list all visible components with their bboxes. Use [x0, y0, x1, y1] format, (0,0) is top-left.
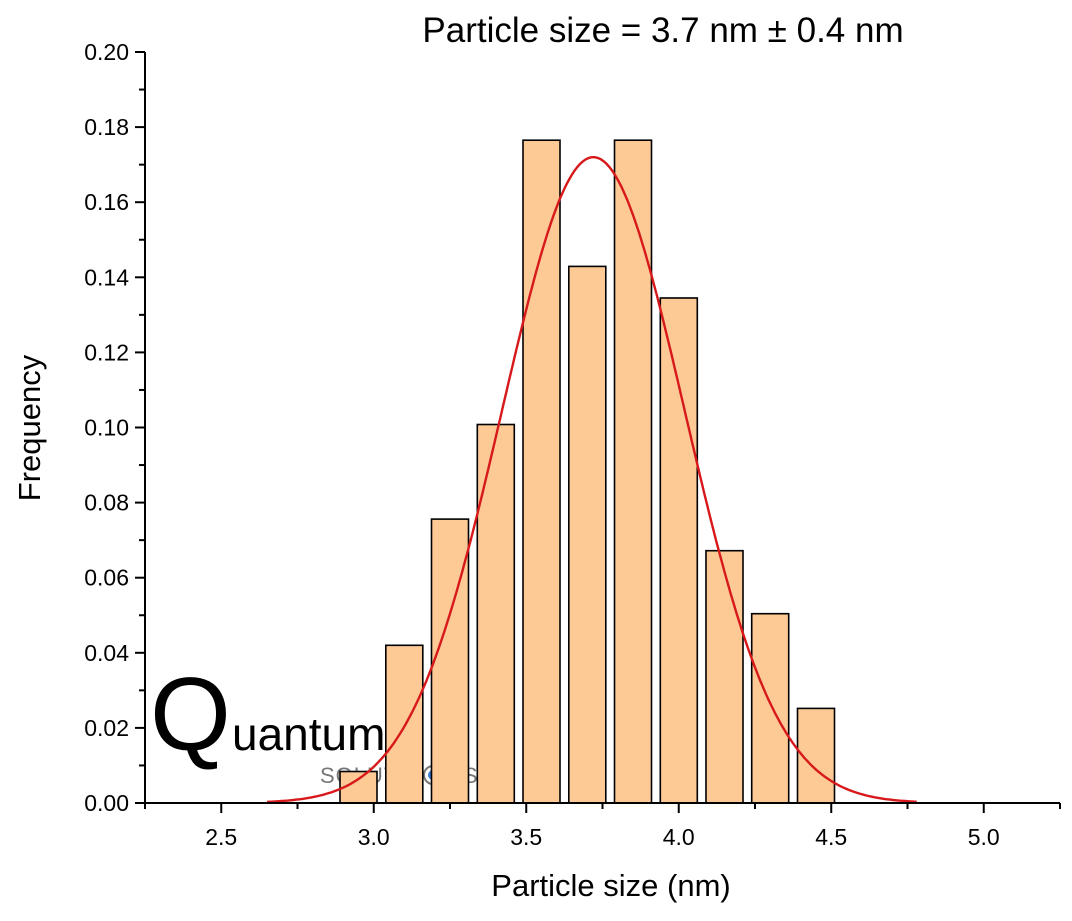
bar	[705, 549, 744, 804]
x-tick-label: 5.0	[968, 824, 1000, 850]
y-tick-label: 0.06	[84, 565, 129, 591]
chart-title: Particle size = 3.7 nm ± 0.4 nm	[422, 11, 903, 50]
bar	[339, 770, 378, 804]
y-tick-label: 0.16	[84, 189, 129, 215]
bar	[522, 139, 561, 804]
bar	[613, 139, 653, 804]
y-axis-label: Frequency	[12, 354, 47, 501]
gaussian-fit-line	[266, 156, 917, 804]
bar	[659, 297, 699, 804]
x-tick-label: 2.5	[205, 824, 237, 850]
y-tick-label: 0.10	[84, 415, 129, 441]
y-tick-label: 0.14	[84, 264, 129, 290]
y-tick-label: 0.02	[84, 715, 129, 741]
y-tick-label: 0.18	[84, 114, 129, 140]
bar	[476, 423, 516, 804]
x-tick-label: 3.5	[510, 824, 542, 850]
x-tick-label: 4.5	[815, 824, 847, 850]
y-tick-label: 0.08	[84, 490, 129, 516]
logo-letter-q: Q	[150, 657, 231, 773]
bar	[567, 265, 607, 804]
y-ticks: 0.00 0.02 0.04 0.06 0.08 0.10 0.12 0.14 0.16 0.18…	[84, 39, 145, 816]
bars	[339, 139, 836, 804]
y-tick-label: 0.04	[84, 640, 129, 666]
x-ticks: 2.5 3.0 3.5 4.0 4.5 5.0	[144, 803, 1061, 850]
y-tick-label: 0.00	[84, 790, 129, 816]
y-tick-label: 0.12	[84, 339, 129, 365]
bar	[384, 644, 424, 804]
x-tick-label: 3.0	[358, 824, 390, 850]
bar	[430, 518, 470, 804]
x-tick-label: 4.0	[663, 824, 695, 850]
y-tick-label: 0.20	[84, 39, 129, 65]
logo-word: uantum	[232, 708, 385, 760]
x-axis-label: Particle size (nm)	[491, 868, 730, 903]
bar	[750, 612, 790, 804]
